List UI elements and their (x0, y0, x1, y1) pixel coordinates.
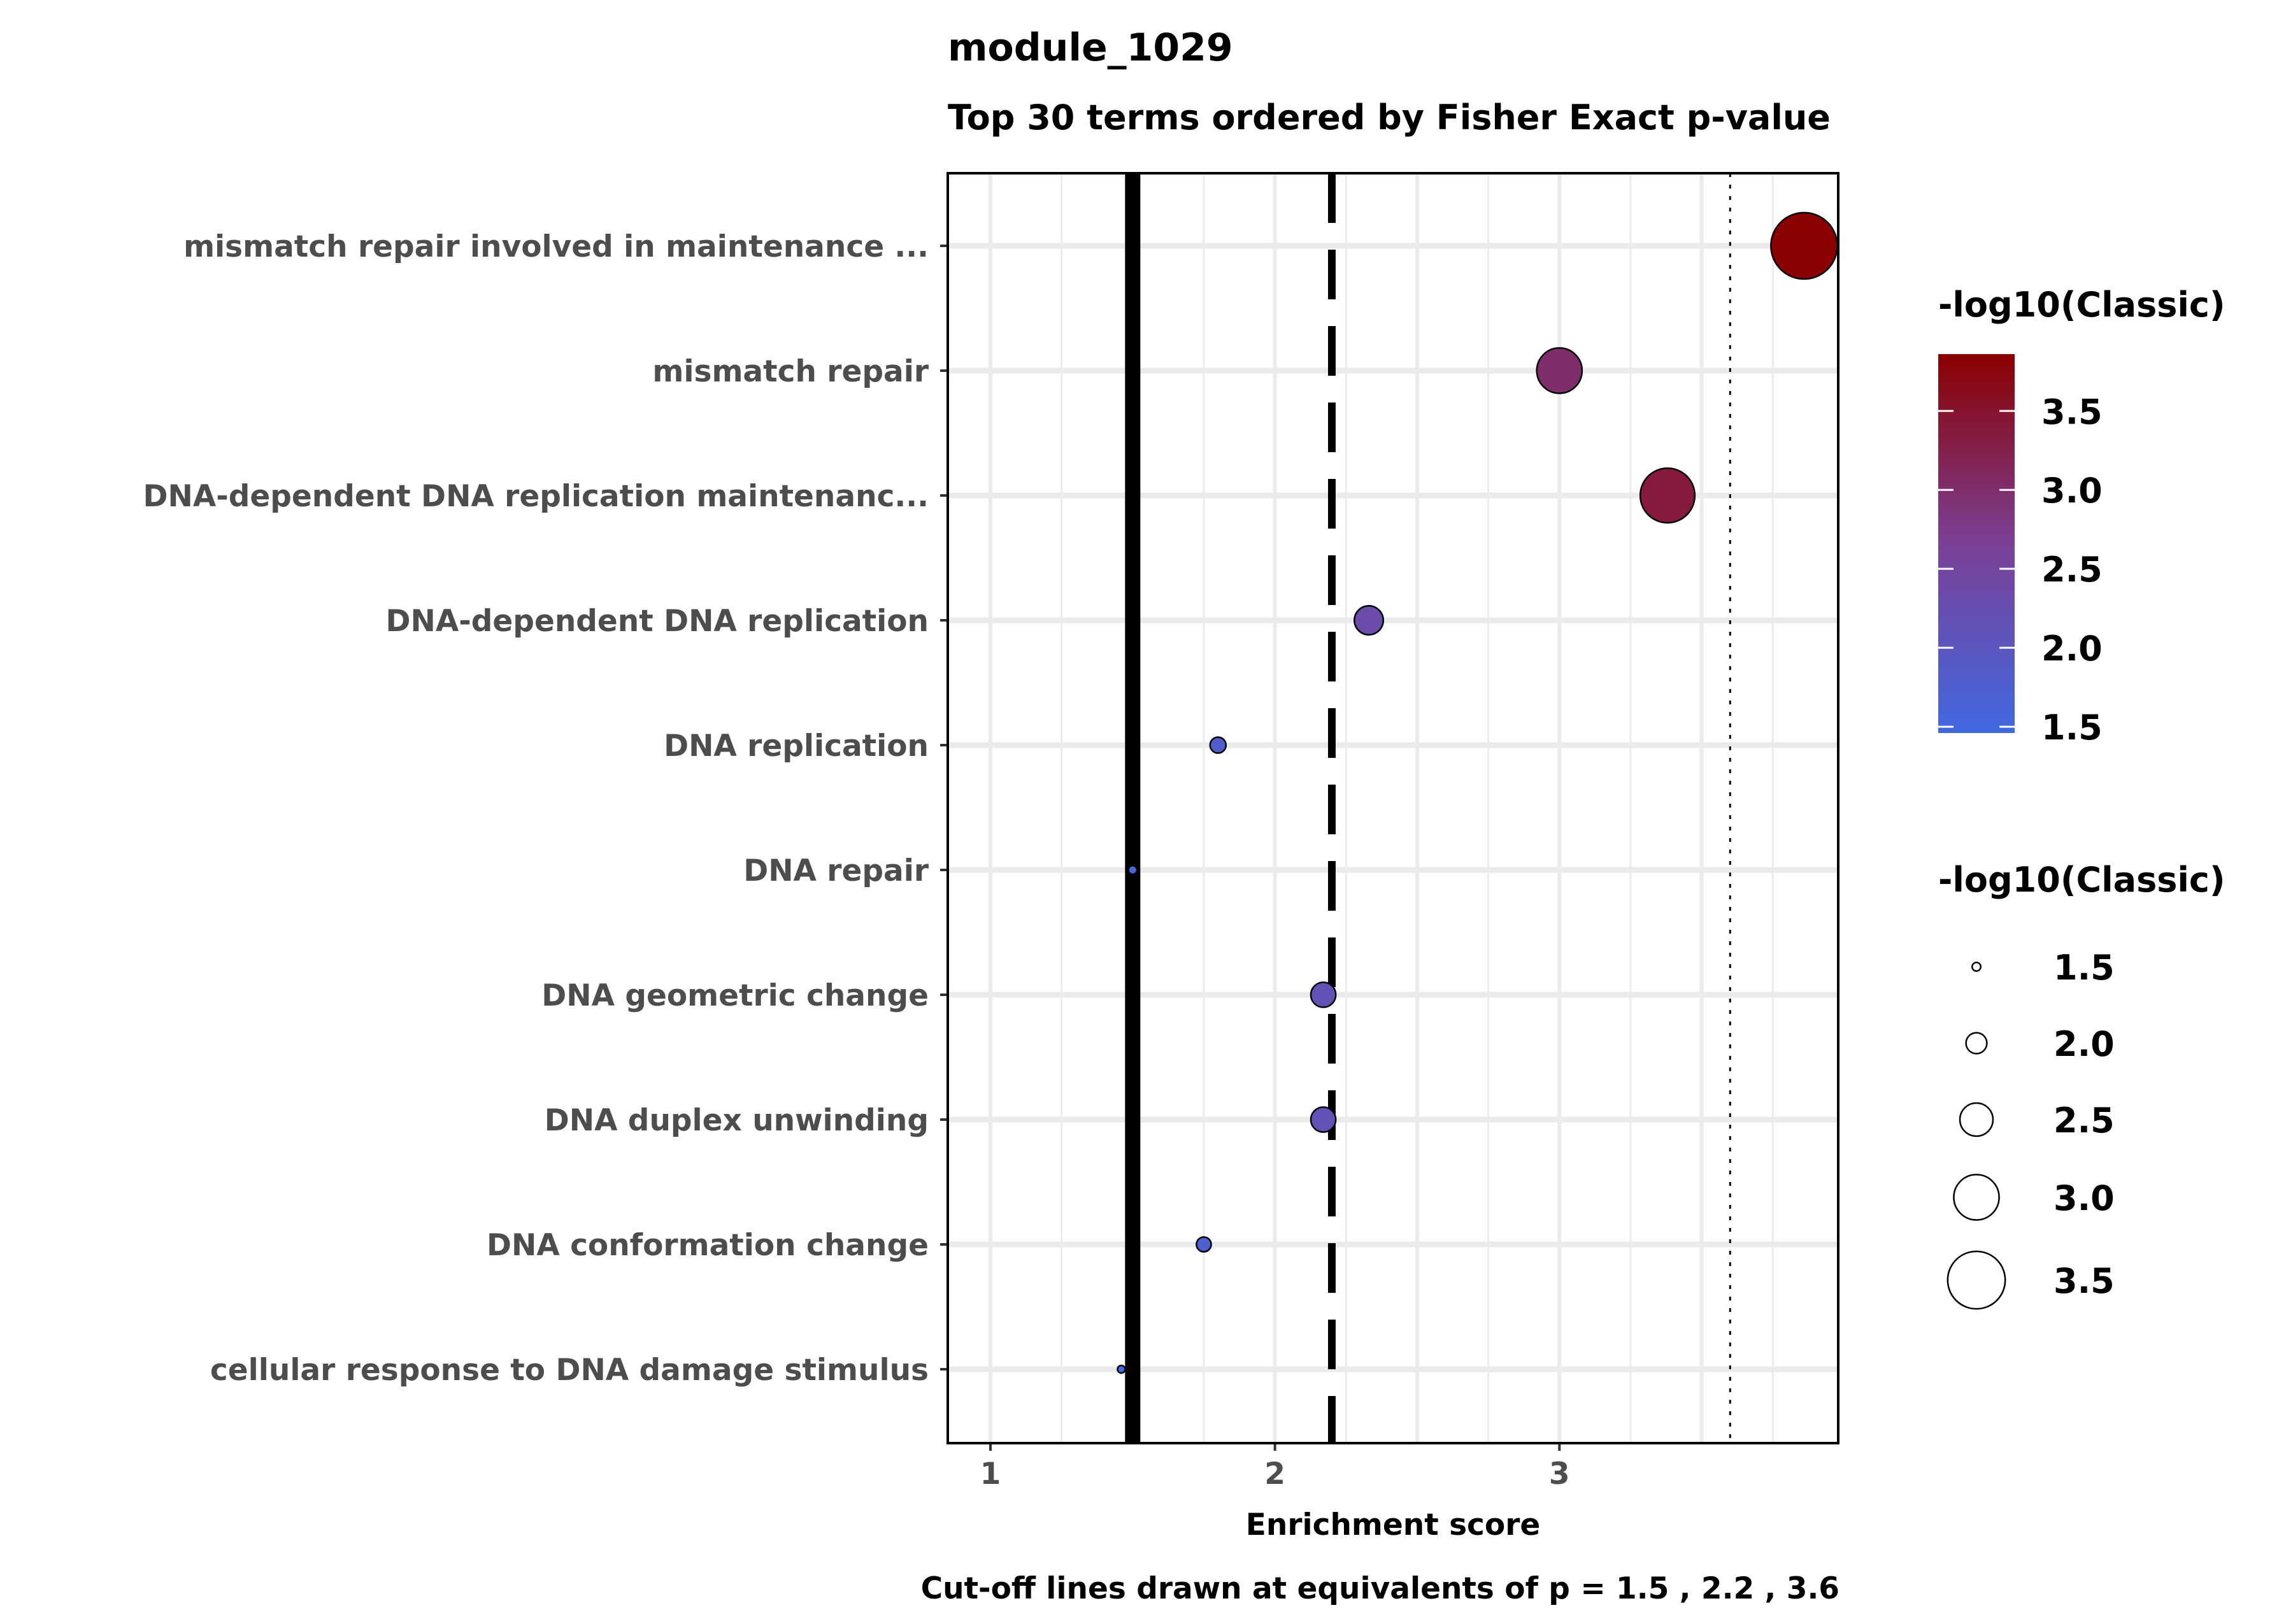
size-legend-circle (1947, 1250, 2006, 1310)
size-legend-keys: 1.5 2.0 2.5 3.0 3.5 (1947, 948, 2115, 1310)
y-tick-label: mismatch repair (652, 354, 929, 389)
color-legend-title: -log10(Classic) (1938, 285, 2225, 325)
colorbar-tick-label: 3.5 (2041, 392, 2103, 432)
data-points (1117, 211, 1838, 1374)
y-tick-label: DNA conformation change (487, 1228, 929, 1263)
size-legend-title: -log10(Classic) (1938, 860, 2225, 900)
size-legend-circle (1959, 1102, 1994, 1137)
colorbar-tick-label: 2.5 (2041, 550, 2103, 590)
colorbar-tick-label: 2.0 (2041, 629, 2103, 669)
size-legend: -log10(Classic) 1.5 2.0 2.5 3.0 3.5 (1938, 860, 2225, 1310)
size-legend-label: 3.5 (2054, 1261, 2115, 1301)
data-point (1196, 1236, 1212, 1253)
data-point (1770, 211, 1838, 280)
data-point (1310, 1106, 1337, 1133)
x-axis: 1 2 3 (980, 1443, 1570, 1492)
size-legend-circle (1971, 961, 1982, 972)
colorbar (1938, 354, 2015, 733)
x-tick-label: 1 (980, 1457, 1001, 1492)
size-legend-label: 3.0 (2054, 1178, 2115, 1218)
data-point (1127, 864, 1138, 876)
y-tick-label: DNA geometric change (541, 978, 929, 1013)
colorbar-tick-label: 1.5 (2041, 708, 2103, 748)
y-tick-label: cellular response to DNA damage stimulus (210, 1353, 929, 1388)
y-tick-label: mismatch repair involved in maintenance … (183, 229, 929, 264)
data-point (1209, 736, 1227, 754)
colorbar-ticks: 1.5 2.0 2.5 3.0 3.5 (1938, 392, 2103, 748)
cutoff-lines (1125, 173, 1731, 1443)
data-point (1536, 347, 1583, 394)
data-point (1117, 1364, 1126, 1374)
y-tick-label: DNA replication (664, 729, 929, 764)
y-tick-label: DNA duplex unwinding (545, 1103, 929, 1138)
chart-subtitle: Top 30 terms ordered by Fisher Exact p-v… (948, 97, 1831, 138)
size-legend-label: 2.5 (2054, 1100, 2115, 1141)
x-tick-label: 3 (1549, 1457, 1570, 1492)
x-axis-label: Enrichment score (1246, 1507, 1541, 1542)
data-point (1354, 605, 1384, 636)
data-point (1310, 981, 1337, 1008)
size-legend-circle (1953, 1174, 2000, 1221)
grid-lines (948, 173, 1838, 1443)
y-tick-label: DNA repair (743, 853, 929, 888)
colorbar-tick-label: 3.0 (2041, 471, 2103, 511)
plot-panel-border (946, 172, 1839, 1444)
y-tick-label: DNA-dependent DNA replication maintenanc… (143, 479, 929, 514)
size-legend-label: 2.0 (2054, 1024, 2115, 1064)
size-legend-circle (1965, 1032, 1988, 1055)
y-axis: mismatch repair involved in maintenance … (143, 229, 948, 1388)
data-point (1639, 467, 1696, 524)
y-tick-label: DNA-dependent DNA replication (386, 604, 929, 639)
chart-caption: Cut-off lines drawn at equivalents of p … (921, 1571, 1839, 1606)
chart-title: module_1029 (948, 25, 1233, 70)
x-tick-label: 2 (1264, 1457, 1285, 1492)
size-legend-label: 1.5 (2054, 948, 2115, 988)
color-legend: -log10(Classic) 1.5 2.0 2.5 3.0 3.5 (1938, 285, 2225, 748)
